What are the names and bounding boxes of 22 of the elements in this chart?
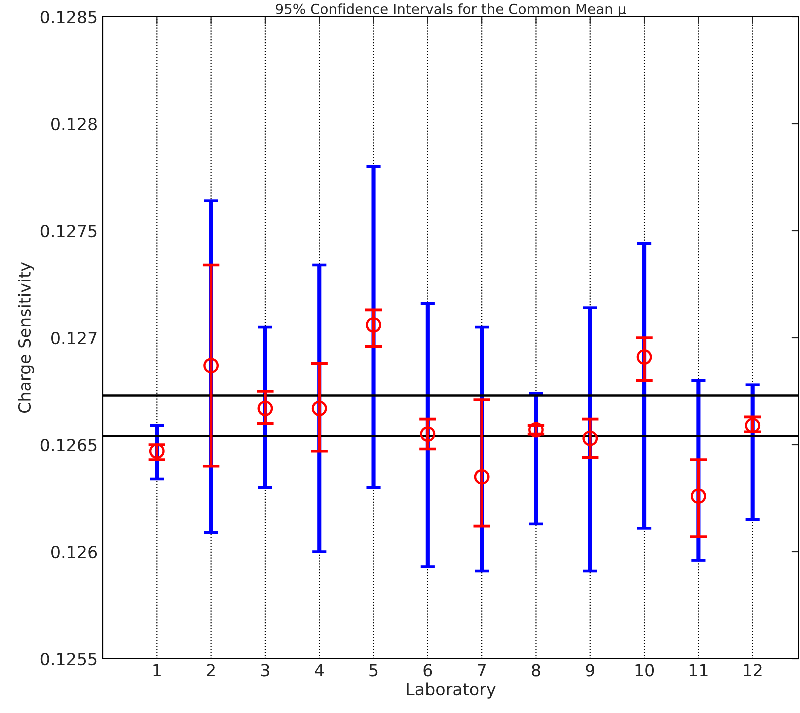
x-tick-label: 5: [370, 664, 378, 677]
x-tick-label: 11: [690, 664, 708, 677]
y-tick-label: 0.128: [52, 118, 97, 131]
y-tick-label: 0.1265: [40, 438, 97, 452]
y-tick-label: 0.126: [52, 546, 98, 559]
x-tick-label: 7: [478, 664, 486, 677]
x-tick-label: 6: [424, 664, 432, 677]
x-tick-label: 8: [532, 664, 540, 677]
x-tick-label: 3: [261, 664, 270, 677]
x-tick-label: 10: [636, 664, 654, 677]
y-tick-label: 0.1275: [40, 224, 97, 238]
y-tick-label: 0.127: [52, 332, 97, 345]
y-tick-label: 0.1285: [40, 10, 97, 24]
y-tick-label: 0.1255: [40, 652, 97, 666]
x-tick-label: 1: [154, 664, 161, 677]
x-tick-label: 12: [744, 664, 762, 677]
y-axis-title: Charge Sensitivity: [18, 262, 34, 414]
x-tick-label: 9: [586, 664, 595, 677]
x-axis-title: Laboratory: [407, 682, 496, 699]
chart-title: 95% Confidence Intervals for the Common Mean μ: [276, 4, 626, 18]
x-tick-label: 4: [315, 664, 324, 677]
x-tick-label: 2: [207, 664, 215, 677]
